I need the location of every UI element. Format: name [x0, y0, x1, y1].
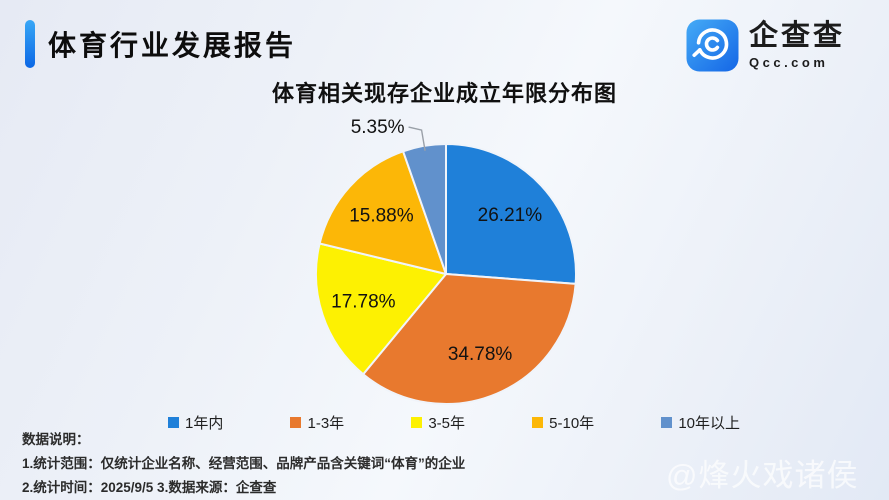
pie-label-5-10年: 15.88% [349, 206, 414, 227]
pie-label-1-3年: 34.78% [448, 344, 513, 365]
pie-label-leader-line [408, 126, 426, 151]
chart-title: 体育相关现存企业成立年限分布图 [271, 81, 617, 106]
notes-heading: 数据说明： [22, 432, 90, 447]
legend-item-5-10年: 5-10年 [532, 412, 594, 433]
legend-item-1年内: 1年内 [168, 412, 223, 433]
pie-slice-3-5年 [315, 242, 447, 376]
qcc-logo-text: 企查查 Qcc.com [749, 19, 845, 70]
pie-label-10年以上: 5.35% [351, 117, 405, 138]
qcc-logo: 企查查 Qcc.com [686, 19, 845, 72]
qcc-logo-domain: Qcc.com [749, 55, 829, 70]
legend-item-1-3年: 1-3年 [290, 412, 344, 433]
report-title: 体育行业发展报告 [48, 30, 297, 61]
data-notes: 数据说明： 1.统计范围：仅统计企业名称、经营范围、品牌产品含关键词“体育”的企… [22, 428, 465, 500]
watermark: @烽火戏诸侯 [666, 458, 859, 493]
pie-slice-5-10年 [318, 150, 447, 275]
qcc-logo-name: 企查查 [749, 20, 846, 52]
legend-label: 5-10年 [549, 415, 595, 432]
report-header: 体育行业发展报告 [25, 20, 296, 68]
legend-item-3-5年: 3-5年 [411, 412, 465, 433]
notes-line-2: 2.统计时间：2025/9/5 3.数据来源：企查查 [22, 480, 277, 495]
pie-label-1年内: 26.21% [478, 205, 543, 226]
legend-swatch-icon [532, 417, 544, 428]
header-accent-bar [25, 20, 35, 68]
legend-swatch-icon [411, 417, 423, 428]
qcc-logo-icon [686, 19, 739, 72]
legend-label: 3-5年 [428, 415, 465, 432]
legend-label: 10年以上 [678, 415, 740, 432]
pie-slice-1年内 [445, 143, 577, 285]
legend-swatch-icon [168, 417, 179, 428]
pie-slice-1-3年 [362, 273, 577, 405]
chart-legend: 1年内 1-3年 3-5年 5-10年 10年以上 [168, 412, 740, 433]
legend-label: 1年内 [185, 415, 224, 432]
notes-line-1: 1.统计范围：仅统计企业名称、经营范围、品牌产品含关键词“体育”的企业 [22, 456, 466, 471]
legend-swatch-icon [661, 417, 673, 428]
legend-swatch-icon [290, 417, 302, 428]
legend-label: 1-3年 [307, 415, 345, 432]
legend-item-10年以上: 10年以上 [661, 412, 740, 433]
pie-label-3-5年: 17.78% [331, 292, 396, 313]
